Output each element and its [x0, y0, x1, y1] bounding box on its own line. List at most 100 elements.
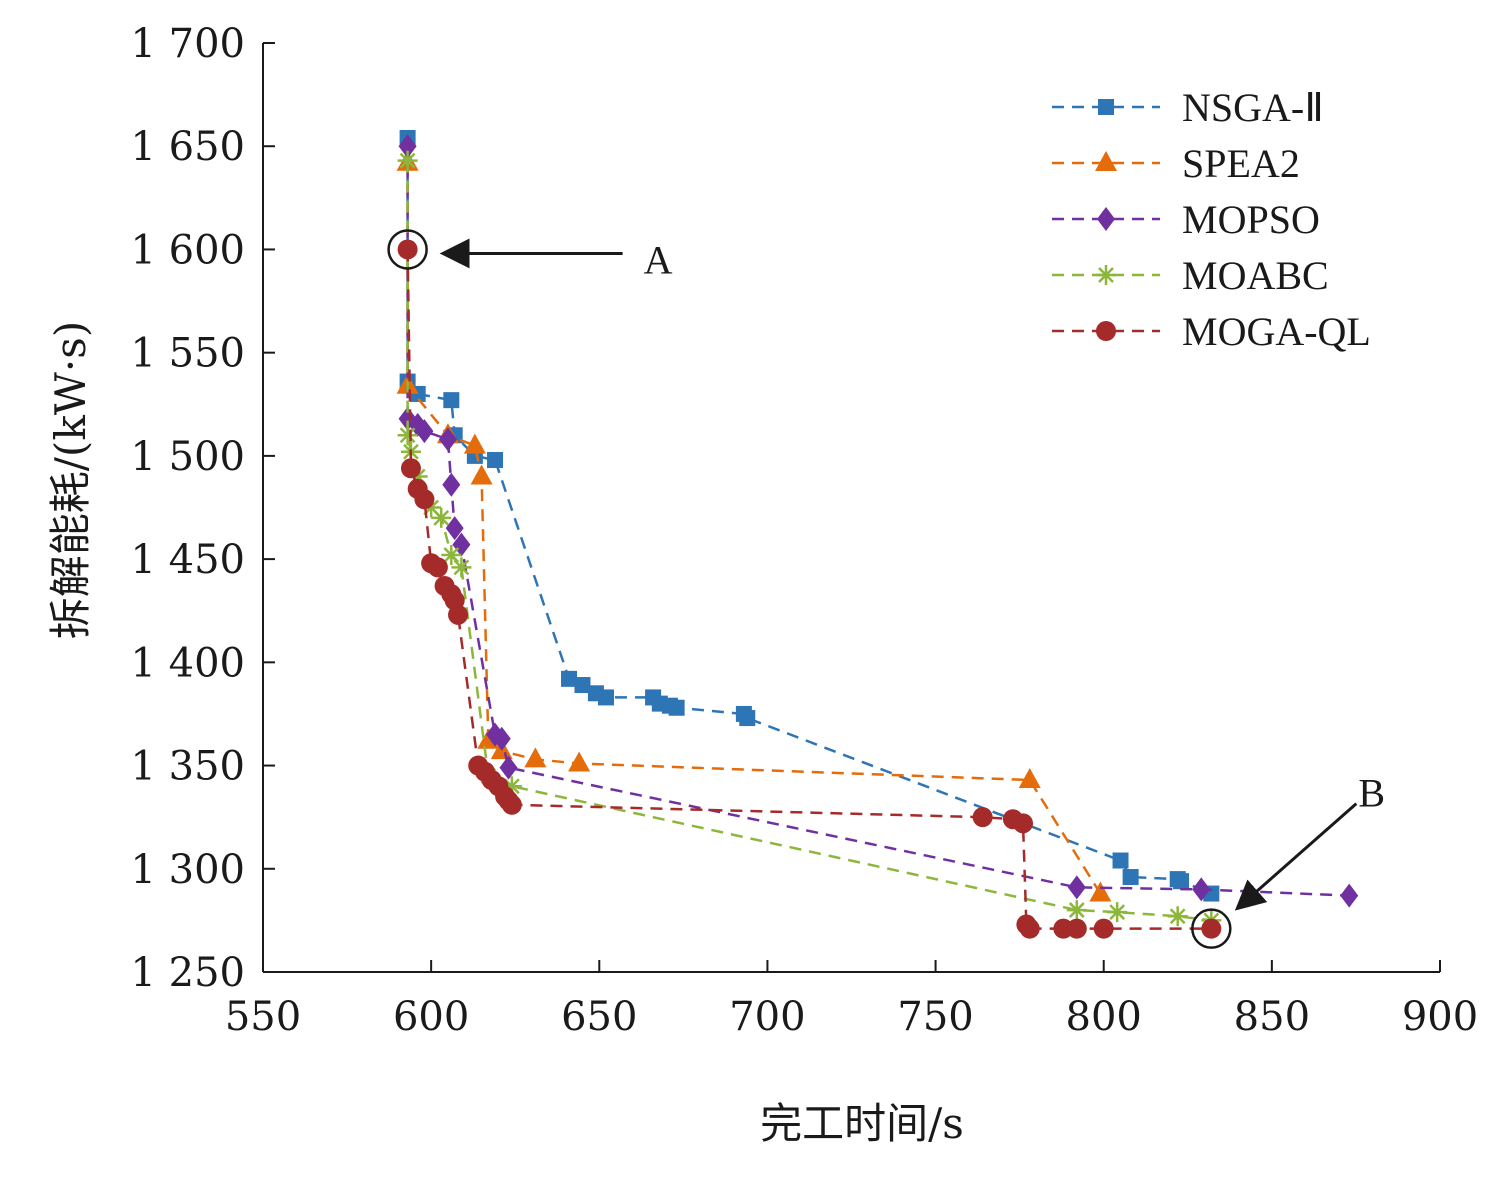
- y-tick-label: 1 550: [130, 331, 245, 377]
- legend-label: MOABC: [1182, 253, 1329, 298]
- data-point: [668, 699, 685, 716]
- x-tick-label: 700: [729, 994, 805, 1040]
- data-point: [414, 489, 435, 510]
- data-point: [501, 794, 522, 815]
- annotation-b-ring: [1191, 908, 1232, 949]
- data-point: [470, 464, 493, 485]
- data-point: [1340, 883, 1359, 908]
- data-point: [739, 710, 756, 727]
- x-tick-label: 600: [393, 994, 469, 1040]
- y-tick-label: 1 350: [130, 744, 245, 790]
- legend-marker: [1096, 265, 1116, 285]
- legend-marker: [1096, 321, 1116, 341]
- x-tick-label: 550: [225, 994, 301, 1040]
- y-tick-label: 1 250: [130, 950, 245, 996]
- y-axis-ticks: 1 700 1 650 1 600 1 550 1 500 1 450 1 400 1 350…: [130, 21, 275, 996]
- data-point: [443, 392, 460, 409]
- data-point: [499, 755, 518, 780]
- data-point: [492, 726, 511, 751]
- legend-item: MOGA-QL: [1052, 309, 1371, 354]
- legend-label: MOPSO: [1182, 197, 1320, 242]
- data-point: [451, 557, 472, 578]
- legend-marker: [1098, 99, 1114, 115]
- annotation-b-arrow: [1234, 802, 1358, 911]
- data-point: [1066, 918, 1087, 939]
- data-point: [397, 425, 418, 446]
- data-point: [568, 751, 591, 772]
- data-point: [407, 466, 428, 487]
- data-point: [431, 507, 452, 528]
- data-point: [397, 150, 418, 171]
- data-point: [1013, 813, 1034, 834]
- x-tick-label: 650: [561, 994, 637, 1040]
- annotation-a-label: A: [644, 237, 673, 282]
- series-mopso: [398, 134, 1359, 908]
- legend-item: NSGA-Ⅱ: [1052, 85, 1324, 130]
- y-tick-label: 1 300: [130, 847, 245, 893]
- legend: NSGA-Ⅱ SPEA2 MOPSO MOABC MOGA-QL: [1030, 80, 1425, 370]
- data-point: [1122, 869, 1139, 886]
- legend-marker: [1097, 207, 1115, 231]
- data-point: [438, 427, 457, 452]
- data-point: [598, 689, 615, 706]
- x-tick-label: 800: [1066, 994, 1142, 1040]
- data-point: [442, 472, 461, 497]
- legend-label: NSGA-Ⅱ: [1182, 85, 1324, 130]
- x-tick-label: 900: [1402, 994, 1478, 1040]
- data-point: [400, 458, 421, 479]
- x-tick-label: 750: [897, 994, 973, 1040]
- series-moabc: [397, 150, 1222, 931]
- series-moga-ql: [397, 239, 1222, 939]
- data-point: [1173, 873, 1190, 890]
- data-point: [1107, 902, 1128, 923]
- y-tick-label: 1 450: [130, 537, 245, 583]
- data-point: [574, 677, 591, 694]
- legend-marker: [1095, 151, 1117, 171]
- data-point: [398, 134, 417, 159]
- legend-item: SPEA2: [1052, 141, 1300, 186]
- data-point: [524, 747, 547, 768]
- data-point: [1019, 918, 1040, 939]
- legend-box: [1030, 80, 1425, 370]
- annotations-layer: AB: [387, 229, 1385, 949]
- data-point: [972, 807, 993, 828]
- data-point: [1112, 852, 1129, 869]
- y-tick-label: 1 400: [130, 640, 245, 686]
- y-tick-label: 1 500: [130, 434, 245, 480]
- plot-area: [262, 43, 1440, 973]
- data-point: [1167, 906, 1188, 927]
- data-point: [1067, 875, 1086, 900]
- x-axis-label: 完工时间/s: [760, 1099, 964, 1148]
- legend-item: MOPSO: [1052, 197, 1320, 242]
- y-tick-label: 1 600: [130, 227, 245, 273]
- annotation-a-ring: [387, 229, 428, 270]
- data-point: [441, 544, 462, 565]
- data-point: [1192, 877, 1211, 902]
- y-axis-label: 拆解能耗/(kW·s): [46, 321, 95, 639]
- legend-item: MOABC: [1052, 253, 1329, 298]
- legend-label: MOGA-QL: [1182, 309, 1371, 354]
- data-point: [501, 776, 522, 797]
- series-layer: [396, 129, 1359, 939]
- data-point: [448, 604, 469, 625]
- data-point: [487, 452, 504, 469]
- series-line: [406, 137, 1212, 895]
- annotation-b-label: B: [1358, 771, 1385, 816]
- data-point: [1066, 900, 1087, 921]
- data-point: [561, 670, 578, 687]
- data-point: [397, 239, 418, 260]
- y-tick-label: 1 700: [130, 21, 245, 67]
- data-point: [1093, 918, 1114, 939]
- y-tick-label: 1 650: [130, 124, 245, 170]
- data-point: [463, 433, 486, 454]
- x-tick-label: 850: [1234, 994, 1310, 1040]
- data-point: [1089, 881, 1112, 902]
- data-point: [445, 516, 464, 541]
- data-point: [1201, 918, 1222, 939]
- x-axis-ticks: 550 600 650 700 750 800 850 900: [225, 960, 1478, 1040]
- data-point: [1018, 768, 1041, 789]
- data-point: [415, 419, 434, 444]
- data-point: [421, 497, 442, 518]
- data-point: [427, 557, 448, 578]
